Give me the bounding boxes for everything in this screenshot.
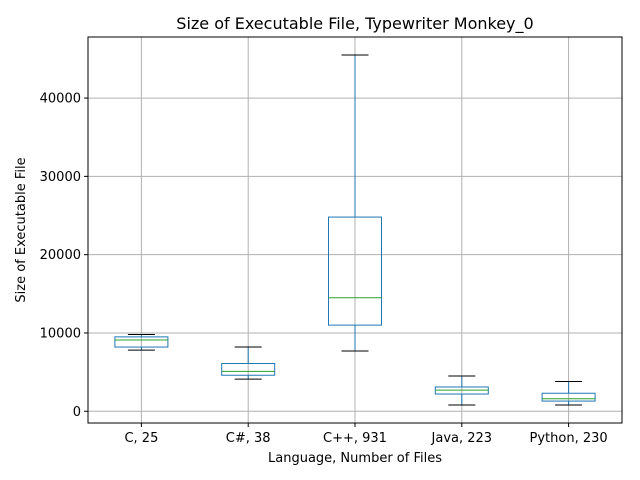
axis-ticks: C, 25 C#, 38 C++, 931 Java, 223 Python, 230 0… <box>40 92 608 446</box>
box-3 <box>328 54 382 352</box>
x-tick-label: Python, 230 <box>530 431 608 446</box>
y-tick-label: 40000 <box>40 92 81 107</box>
y-axis-label: Size of Executable File <box>14 157 29 302</box>
box-2 <box>221 346 276 380</box>
y-tick-label: 0 <box>73 405 81 420</box>
y-tick-label: 10000 <box>40 326 81 341</box>
chart-title: Size of Executable File, Typewriter Monk… <box>176 14 533 34</box>
interquartile-box <box>541 392 596 402</box>
x-tick-label: C, 25 <box>124 431 158 446</box>
interquartile-box <box>221 362 276 376</box>
x-axis-label: Language, Number of Files <box>268 451 442 466</box>
x-tick-label: C#, 38 <box>226 431 271 446</box>
box-4 <box>434 375 489 406</box>
interquartile-box <box>114 336 169 348</box>
y-tick-label: 20000 <box>40 248 81 263</box>
interquartile-box <box>328 216 382 326</box>
box-series <box>114 54 596 406</box>
x-tick-label: Java, 223 <box>431 431 493 446</box>
x-tick-label: C++, 931 <box>323 431 387 446</box>
y-tick-label: 30000 <box>40 170 81 185</box>
box-1 <box>114 334 169 351</box>
box-5 <box>541 381 596 406</box>
